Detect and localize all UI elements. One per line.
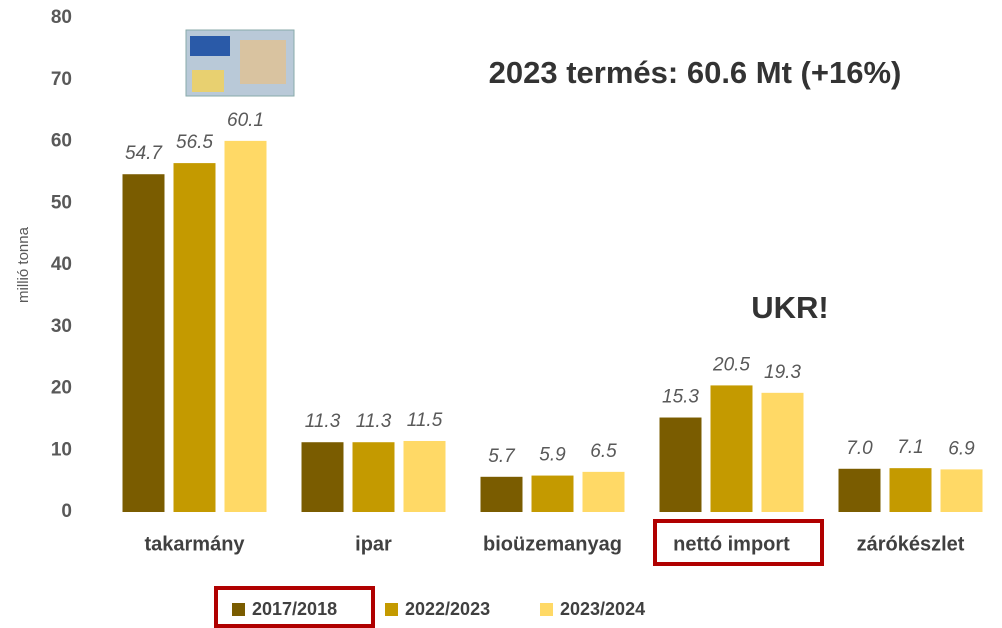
value-label: 11.3 — [356, 411, 392, 432]
annotation: 2023 termés: 60.6 Mt (+16%) — [489, 55, 902, 90]
highlight-box — [214, 586, 375, 628]
bar — [352, 442, 395, 512]
legend-label: 2017/2018 — [252, 599, 337, 619]
value-label: 5.7 — [488, 446, 516, 467]
bar — [838, 468, 881, 512]
bar — [403, 440, 446, 512]
y-axis-label: millió tonna — [15, 226, 32, 303]
bar — [940, 469, 983, 512]
bar — [301, 442, 344, 512]
value-label: 15.3 — [662, 387, 699, 408]
bar — [582, 471, 625, 512]
value-label: 54.7 — [125, 143, 163, 164]
y-tick-label: 30 — [51, 316, 72, 337]
legend-label: 2022/2023 — [405, 599, 490, 619]
value-label: 6.9 — [948, 438, 975, 459]
legend-swatch — [385, 603, 398, 616]
x-tick-label: bioüzemanyag — [483, 533, 622, 555]
highlight-box — [653, 519, 824, 566]
y-tick-label: 20 — [51, 378, 72, 399]
legend-swatch — [232, 603, 245, 616]
bar — [173, 163, 216, 513]
y-tick-label: 10 — [51, 439, 72, 460]
y-tick-label: 0 — [61, 501, 72, 522]
annotation: UKR! — [751, 290, 829, 325]
bar — [480, 476, 523, 512]
banknote — [185, 29, 295, 97]
y-tick-label: 80 — [51, 7, 72, 28]
value-label: 6.5 — [590, 441, 617, 462]
bar — [122, 174, 165, 513]
y-tick-label: 60 — [51, 131, 72, 152]
value-label: 5.9 — [539, 445, 566, 466]
legend-label: 2023/2024 — [560, 599, 645, 619]
bar — [224, 140, 267, 512]
value-label: 60.1 — [227, 110, 264, 131]
bar — [889, 468, 932, 512]
y-tick-label: 70 — [51, 69, 72, 90]
value-label: 20.5 — [712, 354, 750, 375]
value-label: 7.0 — [846, 438, 873, 459]
bar — [659, 417, 702, 512]
value-label: 56.5 — [176, 132, 213, 153]
x-tick-label: takarmány — [144, 533, 245, 555]
legend-swatch — [540, 603, 553, 616]
bar — [710, 385, 753, 512]
value-label: 19.3 — [764, 362, 801, 383]
value-label: 7.1 — [897, 437, 923, 458]
x-tick-label: zárókészlet — [857, 533, 965, 555]
value-label: 11.5 — [407, 410, 443, 431]
value-label: 11.3 — [305, 411, 341, 432]
bar — [761, 392, 804, 512]
x-tick-label: ipar — [355, 533, 392, 555]
y-tick-label: 40 — [51, 254, 72, 275]
bar — [531, 475, 574, 512]
y-tick-label: 50 — [51, 192, 72, 213]
x-tick-label: nettó import — [673, 533, 790, 555]
